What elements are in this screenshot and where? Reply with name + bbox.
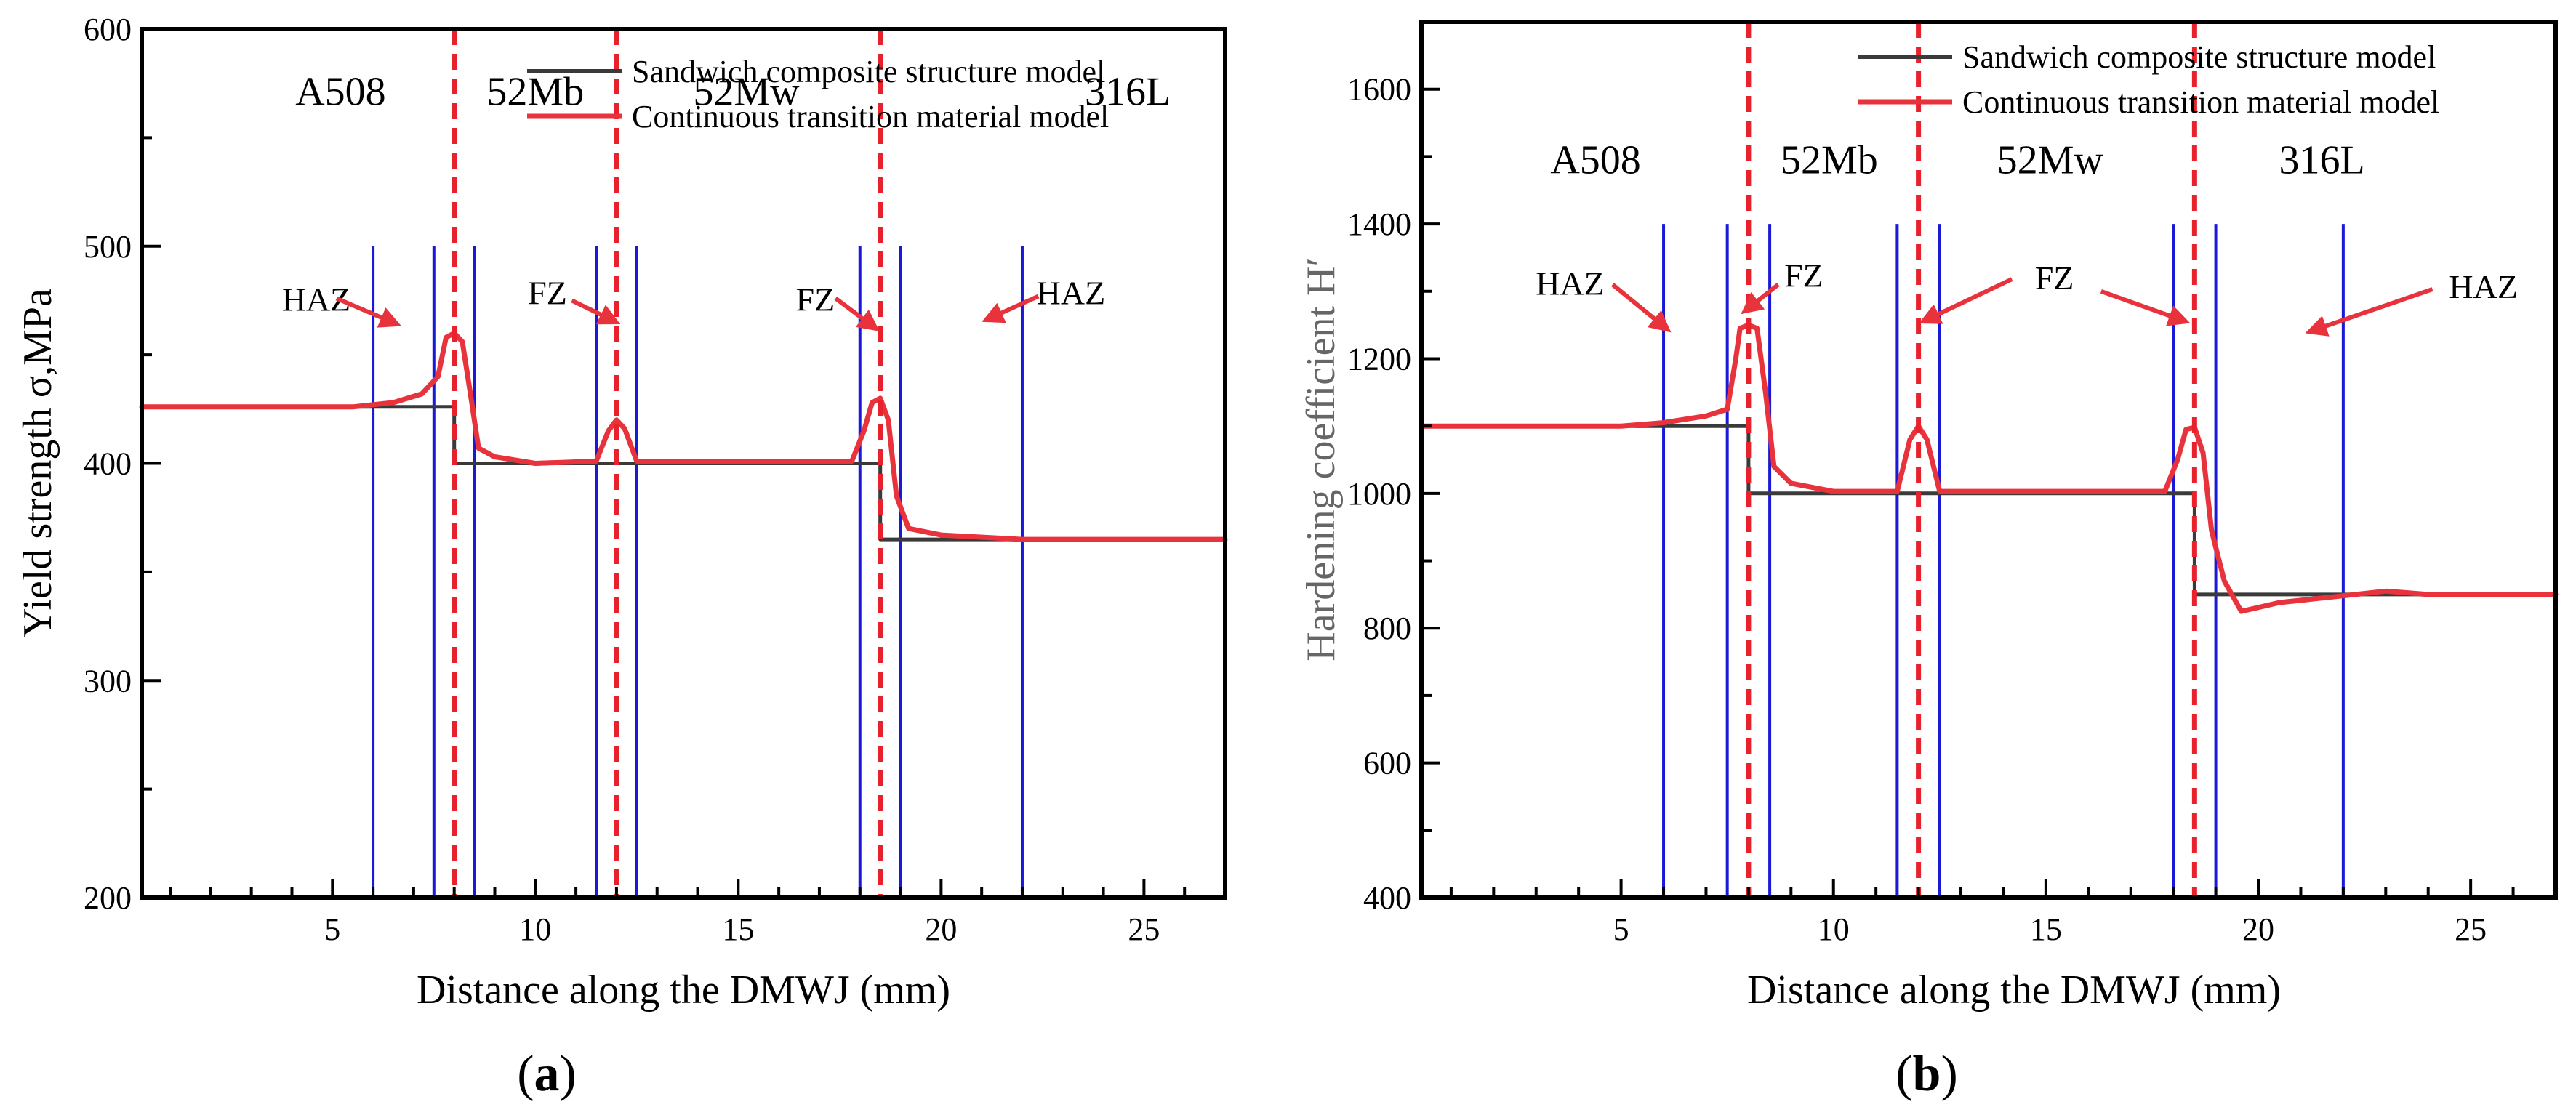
series-line-continuous-model — [139, 330, 1228, 542]
interface-dashed-lines — [452, 29, 883, 898]
interface-dashed-lines — [1746, 22, 2197, 898]
x-tick-label: 25 — [2455, 911, 2487, 947]
panel-letter-b: b — [1913, 1046, 1941, 1102]
annotation-arrow — [1741, 283, 1780, 315]
x-axis-label: Distance along the DMWJ (mm) — [417, 967, 950, 1013]
region-label: 52Mw — [1997, 138, 2104, 183]
zone-annotation: FZ — [796, 281, 835, 318]
region-label: 316L — [1085, 70, 1171, 115]
x-axis-label: Distance along the DMWJ (mm) — [1747, 967, 2281, 1013]
y-tick-label: 200 — [84, 880, 132, 916]
region-label: 316L — [2279, 138, 2365, 183]
y-tick-label: 400 — [84, 446, 132, 482]
y-tick-label: 1200 — [1347, 341, 1411, 377]
series-line-continuous-model — [1419, 322, 2559, 614]
legend-label: Continuous transition material model — [632, 99, 1109, 134]
x-tick-label: 20 — [2242, 911, 2274, 947]
zone-annotation: HAZ — [1037, 274, 1106, 311]
zone-boundary-lines — [1662, 224, 2345, 898]
x-tick-label: 5 — [1613, 911, 1629, 947]
x-tick-label: 10 — [1818, 911, 1850, 947]
panel-letter-a: a — [534, 1046, 560, 1102]
zone-annotation: FZ — [528, 274, 567, 311]
legend-label: Sandwich composite structure model — [632, 54, 1105, 89]
axes — [1419, 20, 2558, 900]
region-label: A508 — [295, 70, 385, 115]
y-tick-label: 600 — [84, 12, 132, 47]
y-tick-label: 1600 — [1347, 72, 1411, 108]
region-label: 52Mb — [1781, 138, 1878, 183]
annotations: A508 52Mb 52Mw 316L HAZ FZ FZ HAZ — [1536, 138, 2518, 337]
series-layer — [139, 330, 1228, 542]
zone-boundary-lines — [372, 246, 1024, 898]
legend: Sandwich composite structure model Contin… — [527, 54, 1109, 134]
annotation-arrow — [1919, 277, 2013, 324]
zone-annotation: FZ — [1784, 257, 1823, 294]
annotation-arrow — [2305, 287, 2433, 337]
tick-marks — [1421, 20, 2557, 899]
annotation-arrow — [571, 298, 621, 325]
tick-marks — [142, 28, 1227, 899]
tick-labels: 5 10 15 20 25 400 600 800 1000 1200 1400 1600 — [1347, 72, 2487, 947]
x-tick-label: 15 — [2030, 911, 2062, 947]
y-tick-label: 1000 — [1347, 476, 1411, 512]
y-axis-label: Hardening coefficient H′ — [1299, 257, 1344, 661]
legend: Sandwich composite structure model Contin… — [1858, 39, 2439, 120]
legend-label: Continuous transition material model — [1962, 84, 2439, 120]
series-line-sandwich-model — [1419, 424, 2558, 597]
y-tick-label: 300 — [84, 663, 132, 699]
annotation-arrow — [2100, 289, 2191, 326]
plot-frame — [1419, 20, 2558, 900]
series-line-sandwich-model — [140, 405, 1227, 542]
annotation-arrow — [834, 297, 880, 331]
panel-label-b: (b) — [1895, 1046, 1958, 1102]
tick-labels: 5 10 15 20 25 200 300 400 500 600 — [84, 12, 1160, 947]
y-tick-label: 800 — [1363, 611, 1411, 646]
x-tick-label: 10 — [519, 911, 551, 947]
panel-label-a: (a) — [517, 1046, 577, 1102]
region-label: A508 — [1550, 138, 1640, 183]
zone-annotation: FZ — [2035, 259, 2074, 297]
chart-panel-a: 5 10 15 20 25 200 300 400 500 600 A508 52Mb 52Mw 316… — [15, 12, 1228, 1102]
annotation-arrow — [335, 296, 402, 328]
zone-annotation: HAZ — [1536, 265, 1605, 302]
y-axis-label: Yield strength σ,MPa — [15, 289, 60, 637]
legend-label: Sandwich composite structure model — [1962, 39, 2436, 75]
y-tick-label: 1400 — [1347, 206, 1411, 242]
region-label: 52Mb — [486, 70, 584, 115]
x-tick-label: 25 — [1128, 911, 1160, 947]
y-tick-label: 400 — [1363, 880, 1411, 916]
y-tick-label: 500 — [84, 229, 132, 265]
x-tick-label: 15 — [722, 911, 754, 947]
annotation-arrow — [1611, 283, 1672, 333]
x-tick-label: 5 — [324, 911, 340, 947]
x-tick-label: 20 — [925, 911, 957, 947]
annotation-arrow — [982, 294, 1040, 323]
zone-annotation: HAZ — [2449, 268, 2518, 305]
y-tick-label: 600 — [1363, 746, 1411, 781]
series-layer — [1419, 322, 2559, 614]
region-label: 52Mw — [693, 70, 800, 115]
